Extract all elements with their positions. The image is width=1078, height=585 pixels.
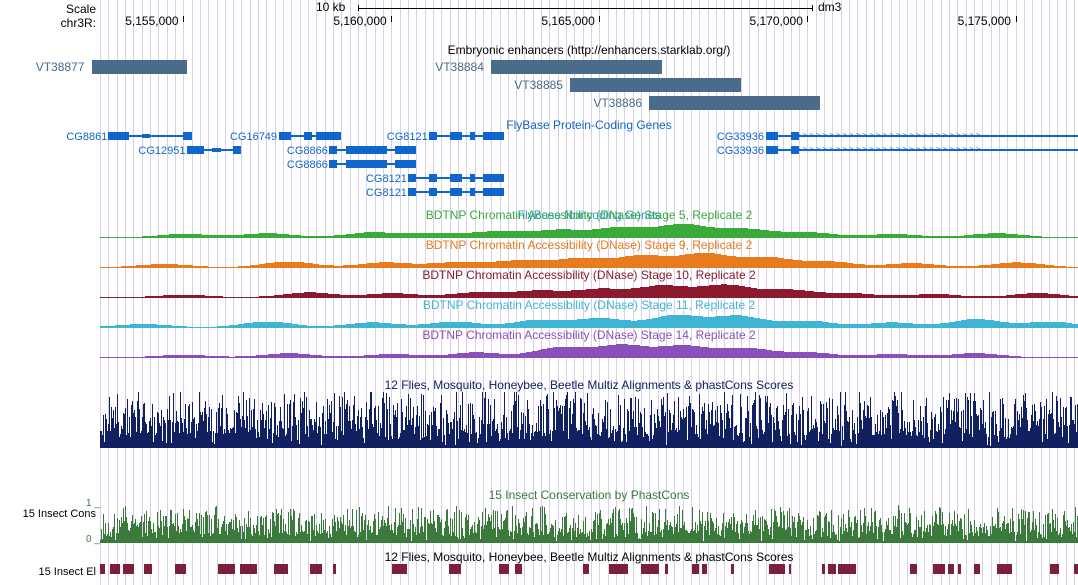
gene-exon[interactable] [108, 132, 129, 140]
gene-label-CG16749: CG16749 [230, 131, 277, 143]
gene-label-CG8866: CG8866 [287, 159, 328, 171]
gene-label-CG33936: CG33936 [717, 131, 764, 143]
gene-exon[interactable] [483, 174, 504, 182]
gene-exon[interactable] [450, 188, 462, 196]
phast15-left-label: 15 Insect Cons [23, 508, 96, 520]
phastcons12-title: 12 Flies, Mosquito, Honeybee, Beetle Mul… [100, 378, 1078, 392]
gene-exon[interactable] [408, 174, 416, 182]
gene-label-CG33936: CG33936 [717, 145, 764, 157]
enhancer-label-VT38877: VT38877 [36, 60, 85, 74]
gene-label-CG8121: CG8121 [387, 131, 428, 143]
gene-exon[interactable] [766, 146, 778, 154]
enhancer-VT38884[interactable] [491, 60, 662, 74]
dnase-title-4: BDTNP Chromatin Accessibility (DNase) St… [100, 328, 1078, 342]
gene-label-CG8121: CG8121 [366, 173, 407, 185]
gene-exon[interactable] [470, 132, 474, 140]
enhancer-label-VT38885: VT38885 [514, 78, 563, 92]
dnase-title-3: BDTNP Chromatin Accessibility (DNase) St… [100, 298, 1078, 312]
el-left-label: 15 Insect El [39, 566, 96, 578]
gene-exon[interactable] [429, 188, 437, 196]
gene-exon[interactable] [233, 146, 241, 154]
gene-exon[interactable] [279, 132, 291, 140]
gene-exon[interactable] [183, 132, 191, 140]
genes-track-title: FlyBase Protein-Coding Genes [100, 118, 1078, 132]
gene-exon[interactable] [395, 160, 416, 168]
insect-el-title: 12 Flies, Mosquito, Honeybee, Beetle Mul… [100, 550, 1078, 564]
enhancer-label-VT38886: VT38886 [593, 96, 642, 110]
chrom-label: chr3R: [61, 16, 96, 30]
gene-exon[interactable] [766, 132, 778, 140]
gene-exon[interactable] [791, 146, 799, 154]
gene-exon[interactable] [346, 160, 388, 168]
gene-exon[interactable] [791, 132, 799, 140]
gene-exon[interactable] [304, 132, 312, 140]
dnase-title-2: BDTNP Chromatin Accessibility (DNase) St… [100, 268, 1078, 282]
enhancer-track-title: Embryonic enhancers (http://enhancers.st… [100, 43, 1078, 57]
gene-exon[interactable] [395, 146, 416, 154]
gene-exon[interactable] [346, 146, 388, 154]
gene-exon[interactable] [429, 132, 437, 140]
gene-exon[interactable] [187, 146, 204, 154]
enhancer-label-VT38884: VT38884 [435, 60, 484, 74]
gene-exon[interactable] [483, 132, 504, 140]
gene-exon[interactable] [142, 134, 150, 138]
dnase-title-0: BDTNP Chromatin Accessibility (DNase) St… [100, 208, 1078, 222]
gene-exon[interactable] [429, 174, 437, 182]
gene-exon[interactable] [329, 160, 337, 168]
phastcons15-title: 15 Insect Conservation by PhastCons [100, 488, 1078, 502]
track-area: 10 kbdm35,155,0005,160,0005,165,0005,170… [100, 0, 1078, 585]
gene-label-CG8866: CG8866 [287, 145, 328, 157]
gene-exon[interactable] [483, 188, 504, 196]
gene-exon[interactable] [450, 174, 462, 182]
gene-exon[interactable] [470, 188, 474, 196]
gene-label-CG12951: CG12951 [138, 145, 185, 157]
scale-label: Scale [66, 2, 96, 16]
enhancer-VT38885[interactable] [570, 78, 741, 92]
gene-exon[interactable] [316, 132, 341, 140]
enhancer-VT38886[interactable] [649, 96, 820, 110]
gene-exon[interactable] [212, 148, 220, 152]
enhancer-VT38877[interactable] [92, 60, 188, 74]
gene-label-CG8121: CG8121 [366, 187, 407, 199]
gene-exon[interactable] [329, 146, 337, 154]
gene-exon[interactable] [450, 132, 462, 140]
gene-exon[interactable] [408, 188, 416, 196]
dnase-title-1: BDTNP Chromatin Accessibility (DNase) St… [100, 238, 1078, 252]
gene-label-CG8861: CG8861 [66, 131, 107, 143]
gene-exon[interactable] [470, 174, 474, 182]
